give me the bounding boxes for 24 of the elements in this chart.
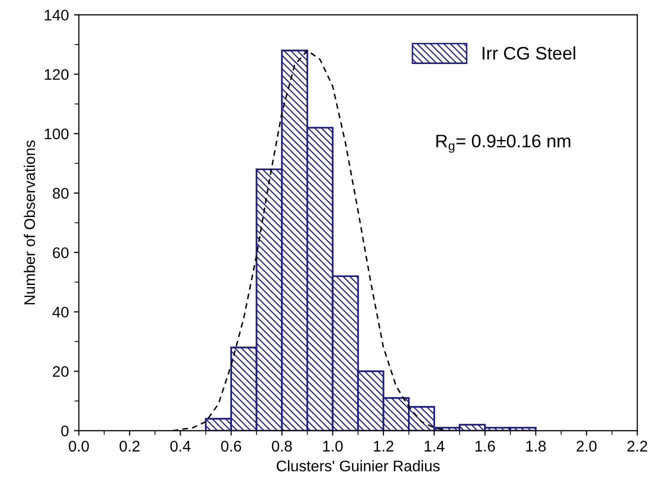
y-tick-label: 20 (52, 366, 69, 377)
y-tick-label: 60 (52, 247, 69, 258)
legend-label: Irr CG Steel (482, 46, 576, 60)
x-tick-label: 1.6 (476, 440, 495, 452)
x-tick-label: 1.8 (526, 440, 546, 452)
x-tick-label: 0.6 (221, 440, 242, 452)
x-tick-label: 2.2 (627, 440, 648, 452)
x-tick-label: 0.4 (170, 440, 191, 452)
x-tick-label: 1.4 (424, 440, 444, 452)
x-tick-label: 0.2 (120, 440, 140, 452)
y-tick-label: 120 (44, 69, 69, 80)
x-tick-label: 1.0 (323, 440, 343, 452)
y-tick-label: 100 (44, 128, 69, 140)
x-tick-label: 1.2 (374, 440, 394, 452)
x-tick-label: 0.0 (68, 440, 89, 452)
annotation: R$_{g}$= 0.9±0.16 nm (436, 134, 570, 153)
y-tick-label: 40 (52, 306, 69, 318)
x-tick-label: 0.8 (272, 440, 292, 452)
y-tick-label: 80 (52, 188, 69, 199)
x-tick-label: 2.0 (576, 440, 597, 452)
y-tick-label: 140 (44, 10, 69, 21)
x-axis-title: Clusters' Guinier Radius (276, 460, 440, 472)
y-axis-title: Number of Observations (24, 140, 36, 304)
y-tick-label: 0 (61, 426, 69, 436)
